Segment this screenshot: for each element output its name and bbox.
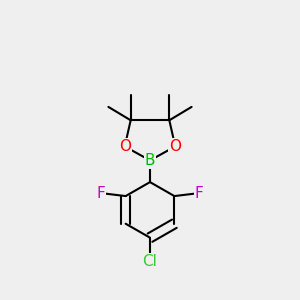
Text: Cl: Cl <box>142 254 158 269</box>
Text: F: F <box>97 186 105 201</box>
Text: O: O <box>169 139 181 154</box>
Text: O: O <box>119 139 131 154</box>
Text: B: B <box>145 153 155 168</box>
Text: F: F <box>195 186 203 201</box>
